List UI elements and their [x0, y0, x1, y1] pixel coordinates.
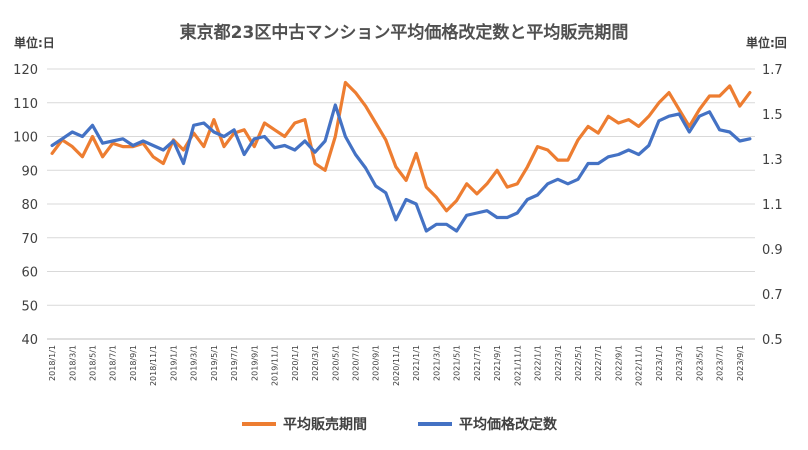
series-line-avg-price-revisions	[50, 103, 752, 233]
x-axis-ticks: 2018/1/1 2018/3/1 2018/5/1 2018/7/1 2018/9/1…	[48, 345, 745, 386]
legend: 平均販売期間 平均価格改定数	[242, 416, 558, 433]
x-tick-label: 2023/9/1	[736, 345, 745, 381]
left-tick-label: 50	[21, 299, 38, 314]
x-tick-label: 2019/1/1	[169, 345, 178, 381]
x-tick-label: 2020/7/1	[351, 345, 360, 381]
x-tick-label: 2022/11/1	[635, 345, 644, 386]
x-tick-label: 2019/5/1	[210, 345, 219, 381]
x-tick-label: 2021/11/1	[513, 345, 522, 386]
x-tick-label: 2020/9/1	[372, 345, 381, 381]
x-tick-label: 2020/1/1	[291, 345, 300, 381]
left-tick-label: 120	[13, 63, 38, 78]
right-tick-label: 1.5	[762, 108, 783, 123]
x-tick-label: 2021/1/1	[412, 345, 421, 381]
x-tick-label: 2018/11/1	[149, 345, 158, 386]
right-tick-label: 0.5	[762, 333, 783, 348]
gridlines	[47, 68, 755, 340]
x-tick-label: 2023/7/1	[716, 345, 725, 381]
right-tick-label: 1.7	[762, 63, 783, 78]
legend-label-avg-price-revisions: 平均価格改定数	[459, 416, 558, 433]
right-tick-label: 0.9	[762, 243, 783, 258]
x-tick-label: 2022/7/1	[594, 345, 603, 381]
x-tick-label: 2021/3/1	[432, 345, 441, 381]
x-tick-label: 2018/7/1	[109, 345, 118, 381]
series-lines	[50, 80, 752, 233]
x-tick-label: 2023/1/1	[655, 345, 664, 381]
x-tick-label: 2018/1/1	[48, 345, 57, 381]
left-tick-label: 40	[21, 333, 38, 348]
x-tick-label: 2019/11/1	[271, 345, 280, 386]
x-tick-label: 2019/9/1	[250, 345, 259, 381]
x-tick-label: 2022/9/1	[614, 345, 623, 381]
legend-label-avg-sales-period: 平均販売期間	[283, 416, 367, 433]
left-tick-label: 80	[21, 198, 38, 213]
right-tick-label: 1.1	[762, 198, 783, 213]
x-tick-label: 2023/5/1	[695, 345, 704, 381]
series-line-avg-sales-period	[50, 80, 752, 213]
left-axis-unit: 単位:日	[14, 35, 55, 50]
x-tick-label: 2021/7/1	[473, 345, 482, 381]
x-tick-label: 2020/5/1	[331, 345, 340, 381]
right-tick-label: 1.3	[762, 153, 783, 168]
x-tick-label: 2019/3/1	[190, 345, 199, 381]
x-tick-label: 2022/5/1	[574, 345, 583, 381]
left-tick-label: 110	[13, 97, 38, 112]
left-axis-ticks: 40 50 60 70 80 90 100 110 120	[13, 63, 38, 348]
right-tick-label: 0.7	[762, 288, 783, 303]
x-tick-label: 2021/9/1	[493, 345, 502, 381]
chart-title: 東京都23区中古マンション平均価格改定数と平均販売期間	[180, 22, 629, 43]
x-tick-label: 2020/11/1	[392, 345, 401, 386]
x-tick-label: 2018/3/1	[68, 345, 77, 381]
x-tick-label: 2018/5/1	[89, 345, 98, 381]
right-axis-unit: 単位:回	[746, 35, 787, 50]
x-tick-label: 2021/5/1	[453, 345, 462, 381]
left-tick-label: 90	[21, 164, 38, 179]
x-tick-label: 2022/3/1	[554, 345, 563, 381]
x-tick-label: 2020/3/1	[311, 345, 320, 381]
x-tick-label: 2023/3/1	[675, 345, 684, 381]
left-tick-label: 60	[21, 266, 38, 281]
x-tick-label: 2018/9/1	[129, 345, 138, 381]
left-tick-label: 70	[21, 232, 38, 247]
x-tick-label: 2019/7/1	[230, 345, 239, 381]
x-tick-label: 2022/1/1	[534, 345, 543, 381]
right-axis-ticks: 0.5 0.7 0.9 1.1 1.3 1.5 1.7	[762, 63, 783, 348]
left-tick-label: 100	[13, 131, 38, 146]
